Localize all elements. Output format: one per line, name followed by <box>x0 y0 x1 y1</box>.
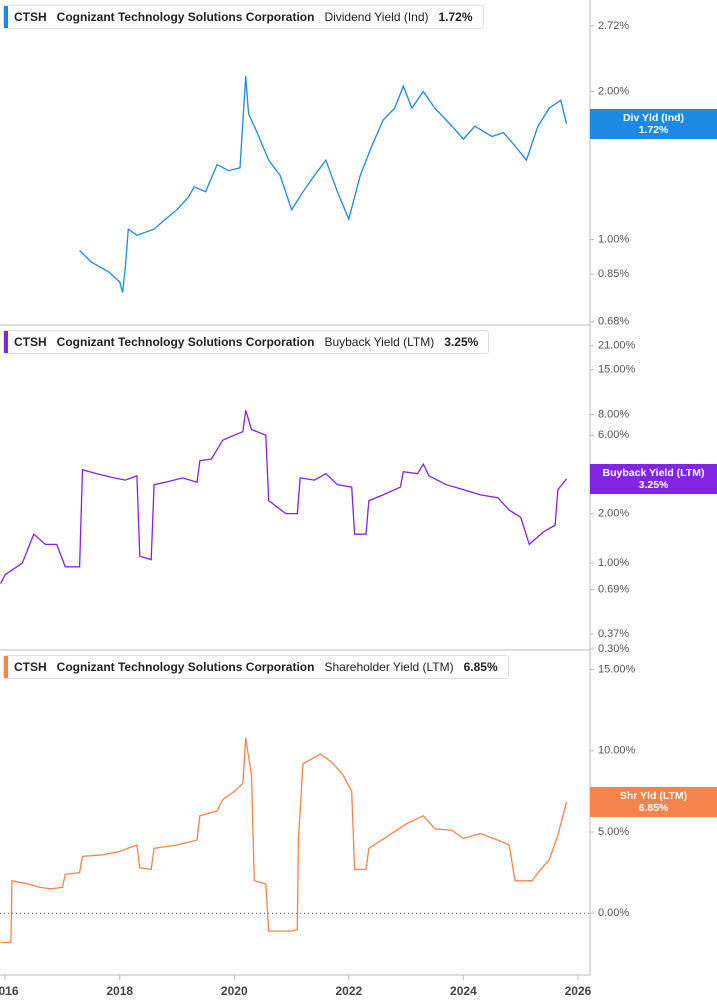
y-tick-label: 15.00% <box>598 364 636 376</box>
ticker: CTSH <box>14 335 47 349</box>
x-tick-label: 2018 <box>106 984 133 998</box>
company-name: Cognizant Technology Solutions Corporati… <box>56 660 315 674</box>
metric-name: Shareholder Yield (LTM) <box>324 660 454 674</box>
y-tick-label: 0.85% <box>598 268 629 280</box>
last-value-tag: Shr Yld (LTM) 6.85% <box>590 786 717 817</box>
tag-name: Shr Yld (LTM) <box>619 789 688 802</box>
tag-name: Buyback Yield (LTM) <box>602 466 705 479</box>
x-tick-label: 2020 <box>221 984 248 998</box>
company-name: Cognizant Technology Solutions Corporati… <box>56 10 315 24</box>
legend-header: CTSH Cognizant Technology Solutions Corpo… <box>3 5 484 29</box>
company-name: Cognizant Technology Solutions Corporati… <box>56 335 315 349</box>
y-tick-label: 0.00% <box>598 907 629 919</box>
y-tick-label: 0.30% <box>598 643 629 655</box>
y-tick-label: 1.00% <box>598 557 629 569</box>
y-tick-label: 8.00% <box>598 409 629 421</box>
x-tick-label: 2024 <box>450 984 477 998</box>
legend-color <box>4 656 8 678</box>
header-value: 3.25% <box>444 335 479 349</box>
header-value: 6.85% <box>463 660 498 674</box>
data-line <box>79 76 568 293</box>
tag-name: Div Yld (Ind) <box>622 111 685 124</box>
y-tick-label: 5.00% <box>598 826 629 838</box>
x-tick-label: 2016 <box>0 984 19 998</box>
y-tick-label: 6.00% <box>598 429 629 441</box>
y-tick-label: 15.00% <box>598 663 636 675</box>
y-tick-label: 0.69% <box>598 583 629 595</box>
x-tick-label: 2026 <box>565 984 592 998</box>
ticker: CTSH <box>14 660 47 674</box>
y-tick-label: 2.72% <box>598 20 629 32</box>
legend-header: CTSH Cognizant Technology Solutions Corpo… <box>3 655 509 679</box>
metric-name: Dividend Yield (Ind) <box>324 10 429 24</box>
y-tick-label: 1.00% <box>598 233 629 245</box>
legend-color <box>4 331 8 353</box>
y-tick-label: 0.68% <box>598 316 629 328</box>
y-tick-label: 21.00% <box>598 340 636 352</box>
data-line <box>0 410 568 584</box>
legend-color <box>4 6 8 28</box>
tag-value: 1.72% <box>638 123 669 136</box>
last-value-tag: Buyback Yield (LTM) 3.25% <box>590 463 717 494</box>
y-tick-label: 2.00% <box>598 85 629 97</box>
header-value: 1.72% <box>438 10 473 24</box>
tag-value: 6.85% <box>638 801 669 814</box>
legend-header: CTSH Cognizant Technology Solutions Corpo… <box>3 330 490 354</box>
y-tick-label: 0.37% <box>598 628 629 640</box>
metric-name: Buyback Yield (LTM) <box>324 335 435 349</box>
y-tick-label: 10.00% <box>598 745 636 757</box>
tag-value: 3.25% <box>638 478 669 491</box>
ticker: CTSH <box>14 10 47 24</box>
y-tick-label: 2.00% <box>598 508 629 520</box>
x-tick-label: 2022 <box>335 984 362 998</box>
last-value-tag: Div Yld (Ind) 1.72% <box>590 108 717 139</box>
data-line <box>0 737 568 944</box>
